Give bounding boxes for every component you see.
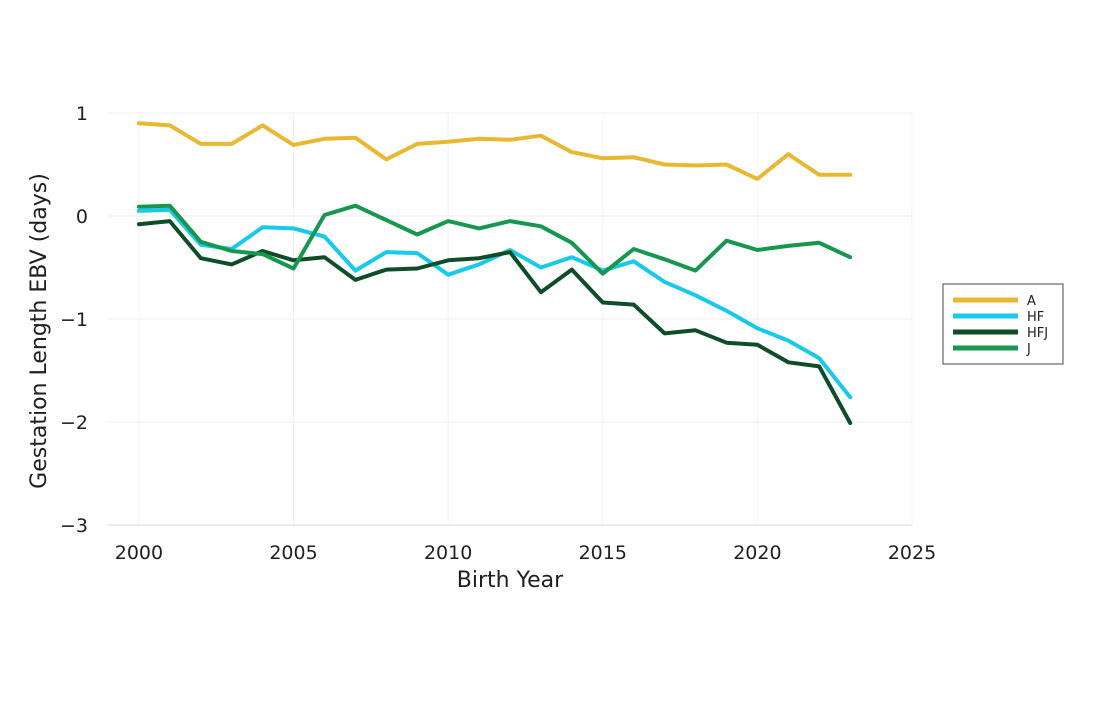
x-tick-label: 2005 xyxy=(269,542,317,564)
x-tick-label: 2020 xyxy=(733,542,781,564)
grid xyxy=(108,112,913,525)
y-tick-label: 1 xyxy=(76,103,88,125)
x-tick-label: 2025 xyxy=(888,542,936,564)
legend-label-j: J xyxy=(1026,342,1031,357)
y-tick-labels: 1 0 −1 −2 −3 xyxy=(60,103,88,537)
legend-label-a: A xyxy=(1027,294,1036,309)
legend-label-hfj: HFJ xyxy=(1027,326,1048,341)
y-tick-label: −1 xyxy=(60,309,88,331)
series-lines xyxy=(136,121,853,425)
y-tick-label: −2 xyxy=(60,412,88,434)
legend-label-hf: HF xyxy=(1027,310,1044,325)
x-tick-label: 2015 xyxy=(579,542,627,564)
series-line-hf xyxy=(136,207,853,400)
legend-box xyxy=(942,283,1064,365)
series-line-j xyxy=(136,203,853,276)
x-tick-label: 2000 xyxy=(115,542,163,564)
x-axis-title: Birth Year xyxy=(457,568,564,593)
y-tick-label: −3 xyxy=(60,515,88,537)
x-tick-labels: 2000 2005 2010 2015 2020 2025 xyxy=(115,542,936,564)
series-line-a xyxy=(136,121,853,181)
y-axis-title: Gestation Length EBV (days) xyxy=(27,173,52,489)
y-tick-label: 0 xyxy=(76,206,88,228)
x-tick-label: 2010 xyxy=(424,542,472,564)
